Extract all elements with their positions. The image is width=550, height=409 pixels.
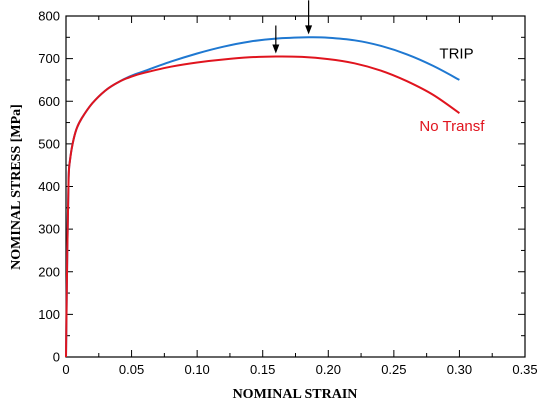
series-line-no-transf — [65, 55, 460, 358]
peak-arrow-head — [272, 44, 280, 54]
x-tick-label: 0 — [62, 362, 69, 377]
y-tick-label: 400 — [38, 179, 60, 194]
y-tick-label: 800 — [38, 9, 60, 24]
x-axis-title: NOMINAL STRAIN — [233, 387, 358, 402]
series-line-trip — [65, 36, 460, 358]
y-tick-label: 100 — [38, 307, 60, 322]
y-tick-label: 0 — [53, 350, 60, 365]
y-tick-label: 500 — [38, 136, 60, 151]
peak-arrow-head — [305, 25, 313, 35]
y-tick-label: 700 — [38, 51, 60, 66]
series-label-trip: TRIP — [439, 46, 473, 63]
x-tick-label: 0.20 — [316, 362, 341, 377]
x-tick-label: 0.25 — [381, 362, 406, 377]
plot-frame — [65, 15, 526, 358]
x-tick-label: 0.05 — [119, 362, 144, 377]
y-tick-label: 200 — [38, 264, 60, 279]
series-label-no-transf: No Transf — [419, 118, 485, 135]
plot-area: 0 0.05 0.10 0.15 0.20 0.25 0.30 0.35 0 100 200 300 4… — [38, 0, 538, 377]
x-tick-label: 0.15 — [250, 362, 275, 377]
y-axis-title: NOMINAL STRESS [MPa] — [9, 104, 24, 270]
x-tick-label: 0.30 — [447, 362, 472, 377]
x-tick-label: 0.35 — [512, 362, 537, 377]
y-tick-label: 300 — [38, 222, 60, 237]
x-tick-label: 0.10 — [184, 362, 209, 377]
y-tick-label: 600 — [38, 94, 60, 109]
